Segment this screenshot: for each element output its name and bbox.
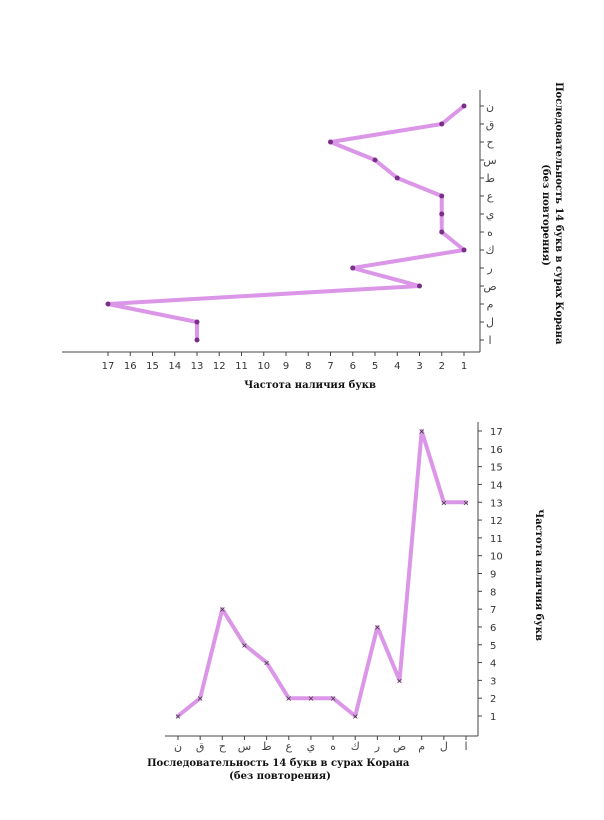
- category-label: ك: [351, 740, 360, 753]
- y-tick-label: 1: [490, 712, 496, 723]
- category-label: س: [483, 154, 496, 167]
- category-label: ل: [486, 316, 494, 329]
- data-point: [328, 139, 333, 145]
- data-point: [194, 319, 200, 325]
- category-label: ا: [464, 740, 467, 753]
- data-point: [417, 283, 422, 289]
- x-tick-label: 13: [191, 361, 204, 372]
- category-label: ح: [219, 740, 227, 753]
- data-point: [439, 211, 445, 217]
- y-tick-label: 6: [490, 623, 496, 634]
- category-label: س: [238, 740, 251, 753]
- y-tick-label: 10: [490, 552, 503, 563]
- data-point: [194, 337, 200, 343]
- y-tick-label: 7: [490, 605, 496, 616]
- y-tick-label: 12: [490, 516, 503, 527]
- data-point: [394, 175, 400, 181]
- x-tick-label: 3: [416, 361, 422, 372]
- y-tick-label: 16: [490, 445, 503, 456]
- data-point: ×: [241, 641, 248, 650]
- data-point: [461, 103, 467, 109]
- x-tick-label: 4: [394, 361, 400, 372]
- data-point: [105, 301, 111, 307]
- data-point: ×: [197, 694, 204, 703]
- data-point: ×: [463, 498, 470, 507]
- data-point: ×: [396, 676, 403, 685]
- category-label: ح: [486, 136, 494, 149]
- data-point: ×: [418, 427, 425, 436]
- category-label: م: [418, 740, 425, 753]
- category-label: ر: [486, 262, 492, 275]
- y-tick-label: 5: [490, 641, 496, 652]
- x-axis-title: Частота наличия букв: [244, 380, 376, 391]
- category-label: ع: [285, 740, 292, 753]
- data-point: [461, 247, 467, 253]
- data-point: ×: [374, 623, 381, 632]
- data-point: [350, 265, 356, 271]
- x-tick-label: 15: [146, 361, 159, 372]
- y-tick-label: 8: [490, 587, 496, 598]
- data-point: ×: [330, 694, 337, 703]
- y-tick-label: 3: [490, 676, 496, 687]
- data-point: [439, 193, 445, 199]
- x-tick-label: 6: [350, 361, 356, 372]
- category-label: ص: [393, 740, 406, 753]
- y-tick-label: 17: [490, 427, 503, 438]
- chart-title: Последовательность 14 букв в сурах Коран…: [540, 82, 564, 348]
- category-label: ق: [196, 740, 205, 753]
- x-tick-label: 9: [283, 361, 289, 372]
- y-tick-label: 13: [490, 498, 503, 509]
- data-point: [439, 229, 445, 235]
- category-label: ن: [486, 100, 494, 113]
- y-tick-label: 4: [490, 659, 496, 670]
- y-tick-label: 14: [490, 480, 503, 491]
- y-tick-label: 9: [490, 570, 496, 581]
- category-label: ي: [486, 208, 495, 221]
- data-point: ×: [263, 659, 270, 668]
- x-tick-label: 12: [213, 361, 226, 372]
- x-tick-label: 5: [372, 361, 378, 372]
- category-label: ي: [307, 740, 316, 753]
- category-label: ط: [262, 740, 272, 753]
- series-line: [176, 429, 468, 718]
- x-tick-label: 11: [235, 361, 248, 372]
- x-tick-label: 14: [168, 361, 181, 372]
- category-label: ع: [487, 190, 494, 203]
- y-tick-label: 2: [490, 694, 496, 705]
- x-axis-title: Последовательность 14 букв в сурах Коран…: [147, 758, 413, 782]
- series-line: [106, 104, 466, 342]
- data-point: ×: [352, 712, 359, 721]
- x-tick-label: 2: [439, 361, 445, 372]
- category-label: ه: [330, 740, 336, 753]
- y-tick-label: 15: [490, 463, 503, 474]
- data-point: ×: [440, 498, 447, 507]
- category-label: ن: [174, 740, 182, 753]
- data-point: [372, 157, 378, 163]
- category-label: ق: [486, 118, 495, 131]
- x-tick-label: 7: [327, 361, 333, 372]
- category-label: ك: [485, 244, 494, 257]
- x-tick-label: 10: [257, 361, 270, 372]
- x-tick-label: 8: [305, 361, 311, 372]
- x-tick-label: 1: [461, 361, 467, 372]
- y-tick-label: 11: [490, 534, 503, 545]
- data-point: [439, 121, 445, 127]
- category-label: م: [487, 298, 494, 311]
- category-label: ط: [485, 172, 495, 185]
- category-label: ل: [440, 740, 448, 753]
- category-label: ه: [487, 226, 493, 239]
- x-tick-label: 16: [124, 361, 137, 372]
- data-point: ×: [175, 712, 182, 721]
- category-label: ا: [488, 334, 491, 347]
- data-point: ×: [285, 694, 292, 703]
- category-label: ر: [374, 740, 380, 753]
- data-point: ×: [308, 694, 315, 703]
- x-tick-label: 17: [102, 361, 115, 372]
- category-label: ص: [483, 280, 496, 293]
- data-point: ×: [219, 605, 226, 614]
- y-axis-title: Частота наличия букв: [533, 509, 544, 641]
